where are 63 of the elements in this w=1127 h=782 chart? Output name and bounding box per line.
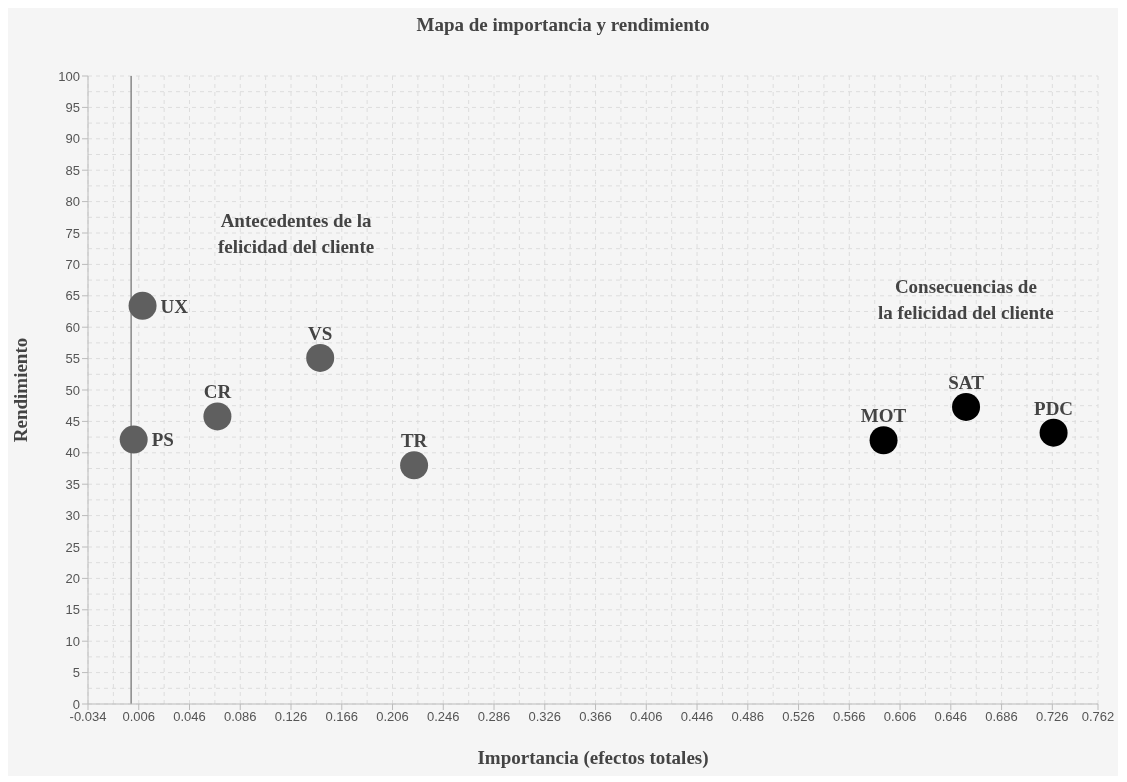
- annotation: PDC: [1034, 397, 1074, 419]
- annotation: Consecuencias de la felicidad del cliente: [878, 275, 1054, 325]
- y-tick-label: 0: [72, 696, 80, 712]
- point: [952, 392, 981, 421]
- x-tick-label: 0.246: [427, 709, 460, 725]
- y-tick-label: 95: [65, 100, 80, 116]
- y-tick-label: 10: [65, 633, 80, 649]
- x-tick-label: 0.086: [223, 709, 257, 725]
- y-tick-label: 30: [65, 508, 80, 524]
- y-tick-label: 90: [65, 131, 80, 147]
- x-tick-label: 0.326: [528, 709, 562, 725]
- point: [400, 451, 429, 480]
- annotation: VS: [308, 322, 333, 344]
- point: [869, 426, 898, 455]
- x-axis-title: Importancia (efectos totales): [477, 747, 709, 769]
- annotation: PS: [151, 429, 174, 451]
- y-tick-label: 55: [65, 351, 80, 367]
- x-tick-label: 0.646: [934, 709, 968, 725]
- chart-title: Mapa de importancia y rendimiento: [415, 13, 711, 36]
- x-tick-label: 0.686: [985, 709, 1018, 725]
- point: [128, 291, 157, 320]
- y-axis-title: Rendimiento: [9, 337, 31, 443]
- annotation: MOT: [860, 405, 907, 427]
- x-tick-label: 0.526: [782, 709, 815, 725]
- x-tick-label: 0.126: [274, 709, 308, 725]
- y-tick-label: 35: [65, 476, 80, 492]
- y-tick-label: 60: [65, 319, 80, 335]
- y-tick-label: 50: [65, 382, 80, 398]
- y-tick-label: 25: [65, 539, 80, 555]
- x-tick-label: 0.406: [630, 709, 663, 725]
- x-tick-label: 0.366: [579, 709, 612, 725]
- y-tick-label: 20: [65, 571, 80, 587]
- y-tick-label: 65: [65, 288, 80, 304]
- y-tick-label: 70: [65, 257, 80, 273]
- x-tick-label: 0.486: [731, 709, 765, 725]
- point: [203, 402, 232, 431]
- x-tick-label: 0.046: [173, 709, 206, 725]
- annotation: TR: [400, 430, 428, 452]
- x-tick-label: -0.034: [69, 709, 107, 725]
- point: [1039, 418, 1068, 447]
- annotation: SAT: [948, 371, 985, 393]
- y-tick-label: 5: [72, 665, 80, 681]
- point: [119, 425, 148, 454]
- x-tick-label: 0.006: [122, 709, 156, 725]
- point: [306, 343, 335, 372]
- x-tick-label: 0.606: [883, 709, 917, 725]
- x-tick-label: 0.286: [477, 709, 511, 725]
- annotation: CR: [203, 381, 232, 403]
- annotation: Antecedentes de la felicidad del cliente: [218, 209, 375, 259]
- x-tick-label: 0.726: [1036, 709, 1069, 725]
- y-tick-label: 15: [65, 602, 80, 618]
- x-tick-label: 0.566: [833, 709, 866, 725]
- x-tick-label: 0.206: [376, 709, 409, 725]
- y-tick-label: 85: [65, 162, 80, 178]
- annotation: UX: [160, 295, 189, 317]
- y-tick-label: 100: [58, 68, 80, 84]
- y-tick-label: 45: [65, 414, 80, 430]
- x-tick-label: 0.762: [1081, 709, 1115, 725]
- y-tick-label: 80: [65, 194, 80, 210]
- y-tick-label: 40: [65, 445, 80, 461]
- x-tick-label: 0.166: [325, 709, 359, 725]
- x-tick-label: 0.446: [680, 709, 714, 725]
- y-tick-label: 75: [65, 225, 80, 241]
